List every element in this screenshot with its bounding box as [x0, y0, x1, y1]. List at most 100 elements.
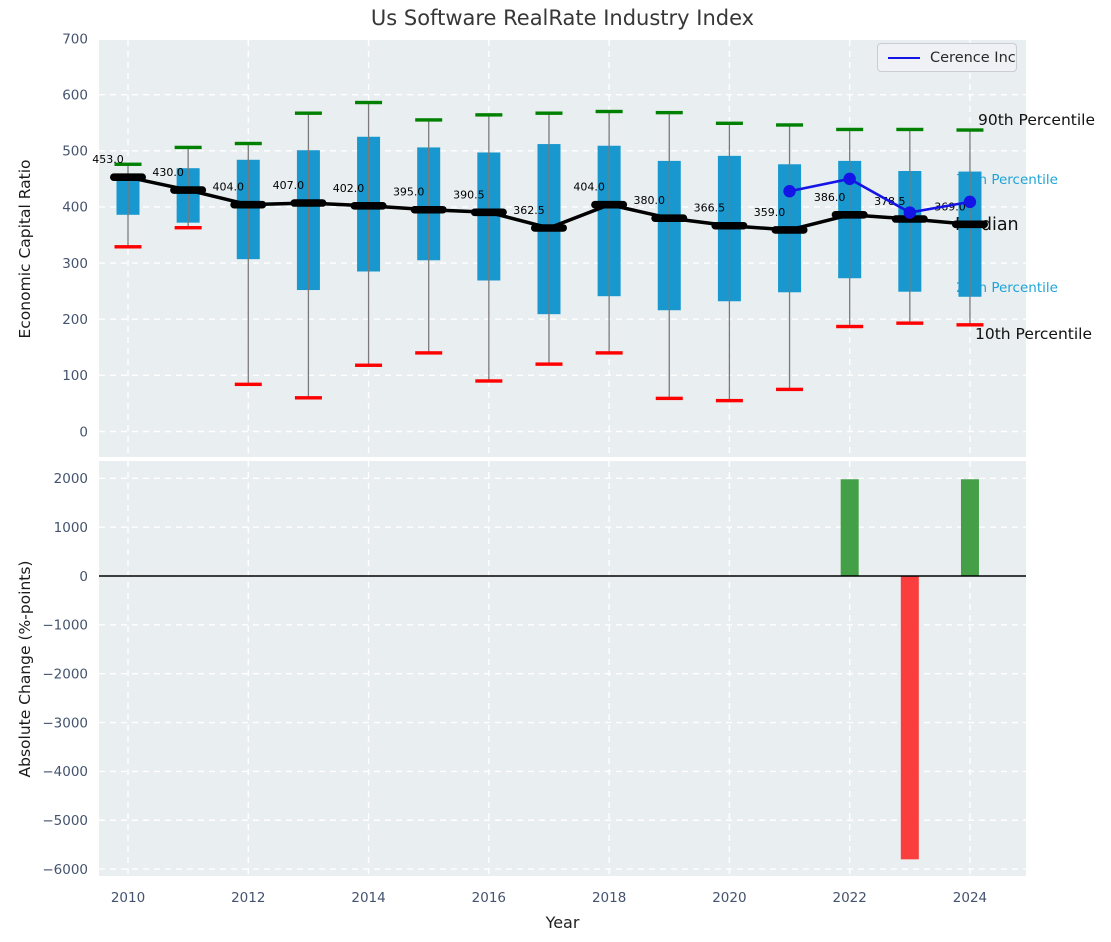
- median-label-2011: 430.0: [152, 166, 184, 179]
- p90-cap-2010: [114, 162, 142, 166]
- xtick-2014: 2014: [351, 890, 385, 906]
- annotation-90th-percentile: 90th Percentile: [978, 111, 1095, 129]
- xtick-2010: 2010: [111, 890, 145, 906]
- p10-cap-2013: [294, 396, 322, 400]
- p10-cap-2023: [896, 321, 924, 325]
- median-label-2012: 404.0: [213, 181, 245, 194]
- median-label-2013: 407.0: [273, 179, 305, 192]
- p10-cap-2024: [956, 323, 984, 327]
- xtick-2022: 2022: [833, 890, 867, 906]
- change-bar-2023: [900, 576, 919, 860]
- p90-cap-2022: [836, 127, 864, 132]
- company-line: [789, 177, 971, 214]
- p90-cap-2024: [956, 128, 984, 132]
- p90-cap-2011: [174, 145, 202, 150]
- median-marker-2024: [951, 220, 988, 229]
- change-bar-2024: [960, 479, 979, 576]
- p10-cap-2010: [114, 245, 142, 249]
- p90-cap-2018: [595, 109, 623, 114]
- median-label-2014: 402.0: [333, 182, 365, 195]
- annotation-75th-percentile: 75th Percentile: [956, 172, 1058, 188]
- bottom-ytick--5000: −5000: [42, 813, 88, 829]
- legend: Cerence Inc: [877, 43, 1017, 72]
- median-label-2016: 390.5: [453, 188, 485, 201]
- median-marker-2017: [530, 224, 567, 232]
- median-marker-2010: [110, 173, 146, 181]
- median-marker-2023: [891, 215, 928, 223]
- xtick-2012: 2012: [231, 890, 265, 906]
- p10-cap-2011: [174, 226, 202, 230]
- xtick-2018: 2018: [592, 890, 626, 906]
- bottom-ytick--4000: −4000: [42, 764, 88, 780]
- median-marker-2014: [350, 202, 387, 210]
- p90-cap-2017: [535, 111, 563, 115]
- p10-cap-2015: [415, 351, 443, 355]
- median-label-2018: 404.0: [573, 181, 605, 194]
- p10-cap-2020: [715, 398, 743, 403]
- p10-cap-2019: [655, 396, 683, 401]
- p10-cap-2017: [535, 362, 563, 366]
- xtick-2020: 2020: [712, 890, 746, 906]
- bottom-ytick-1000: 1000: [54, 520, 88, 536]
- median-label-2017: 362.5: [513, 204, 545, 217]
- p90-cap-2012: [234, 141, 262, 146]
- xtick-2024: 2024: [953, 890, 987, 906]
- company-point-2024: [963, 195, 977, 209]
- bottom-ytick--3000: −3000: [42, 715, 88, 731]
- top-ytick-500: 500: [62, 144, 88, 160]
- median-label-2022: 386.0: [814, 191, 846, 204]
- median-label-2019: 380.0: [634, 194, 666, 207]
- p10-cap-2014: [355, 363, 383, 367]
- company-point-2022: [843, 172, 856, 186]
- median-marker-2018: [591, 200, 628, 209]
- median-marker-2013: [290, 199, 327, 207]
- median-marker-2012: [230, 200, 267, 209]
- p90-cap-2023: [896, 127, 924, 132]
- p90-cap-2019: [655, 110, 683, 115]
- p90-cap-2015: [415, 118, 443, 122]
- p10-cap-2021: [776, 387, 804, 392]
- median-label-2015: 395.0: [393, 186, 425, 199]
- annotation-10th-percentile: 10th Percentile: [975, 325, 1092, 343]
- median-marker-2011: [170, 186, 207, 194]
- median-marker-2021: [771, 226, 808, 234]
- top-ytick-400: 400: [62, 200, 88, 216]
- change-bar-2022: [840, 479, 859, 576]
- bottom-ytick-2000: 2000: [54, 471, 88, 487]
- xtick-2016: 2016: [472, 890, 506, 906]
- chart-title: Us Software RealRate Industry Index: [370, 6, 755, 30]
- annotation-25th-percentile: 25th Percentile: [956, 280, 1058, 296]
- median-marker-2020: [711, 221, 748, 230]
- p10-cap-2018: [595, 351, 623, 355]
- bottom-axes-background: [99, 461, 1026, 876]
- p10-cap-2022: [836, 324, 864, 329]
- bottom-ytick-0: 0: [79, 569, 88, 585]
- p10-cap-2016: [475, 379, 503, 383]
- x-axis-label: Year: [545, 913, 580, 932]
- median-marker-2019: [651, 214, 688, 222]
- p90-cap-2016: [475, 113, 503, 117]
- median-marker-2015: [410, 205, 447, 214]
- top-ytick-600: 600: [62, 87, 88, 103]
- top-ytick-100: 100: [62, 368, 88, 384]
- legend-label: Cerence Inc: [930, 49, 1016, 66]
- p10-cap-2012: [234, 382, 262, 387]
- median-label-2020: 366.5: [694, 202, 726, 215]
- legend-line-sample-icon: [888, 56, 920, 59]
- p90-cap-2014: [355, 100, 383, 105]
- company-point-2023: [903, 206, 917, 219]
- p90-cap-2021: [776, 123, 804, 127]
- median-label-2021: 359.0: [754, 206, 786, 219]
- median-marker-2022: [831, 210, 868, 219]
- median-label-2010: 453.0: [92, 153, 124, 166]
- bottom-ytick--1000: −1000: [42, 618, 88, 634]
- median-marker-2016: [470, 208, 507, 217]
- top-ytick-300: 300: [62, 256, 88, 272]
- p90-cap-2020: [715, 121, 743, 125]
- top-ytick-200: 200: [62, 312, 88, 328]
- top-ytick-0: 0: [79, 424, 88, 440]
- p90-cap-2013: [294, 111, 322, 115]
- company-point-2021: [783, 185, 796, 198]
